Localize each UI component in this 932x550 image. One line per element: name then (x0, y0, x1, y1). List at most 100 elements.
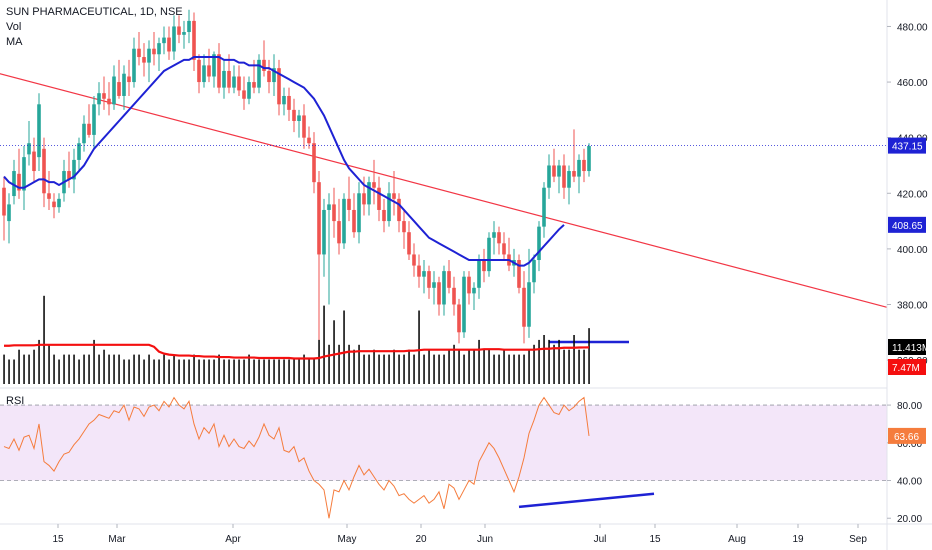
volume-bar (288, 359, 290, 384)
volume-bar (98, 354, 100, 384)
ma-value-label: 408.65 (892, 221, 923, 232)
time-tick-label: Sep (849, 534, 867, 545)
volume-bar (443, 354, 445, 384)
volume-bar (143, 359, 145, 384)
candle-body (367, 182, 371, 205)
candle-body (482, 260, 486, 272)
candle-body (347, 198, 351, 210)
volume-pane (3, 295, 590, 384)
volume-bar (178, 359, 180, 384)
candle-body (437, 282, 441, 305)
candle-body (582, 159, 586, 172)
ma-indicator-label[interactable]: MA (6, 36, 23, 48)
volume-bar (513, 354, 515, 384)
volume-bar (468, 349, 470, 384)
volume-bar (138, 354, 140, 384)
volume-bar (483, 349, 485, 384)
volume-bar (548, 339, 550, 384)
candle-body (82, 123, 86, 144)
volume-bar (33, 349, 35, 384)
candle-body (147, 48, 151, 63)
volume-bar (28, 354, 30, 384)
candle-body (67, 171, 71, 180)
volume-bar (393, 349, 395, 384)
candle-body (282, 95, 286, 105)
volume-bar (438, 354, 440, 384)
volume-bar (8, 359, 10, 384)
candle-body (382, 209, 386, 222)
candle-body (92, 104, 96, 135)
volume-bar (253, 359, 255, 384)
volume-bar (398, 354, 400, 384)
volume-bar (373, 349, 375, 384)
volume-indicator-label[interactable]: Vol (6, 21, 22, 33)
candle-body (232, 76, 236, 88)
rsi-pane[interactable] (0, 396, 887, 519)
candle-body (137, 48, 141, 58)
volume-bar (193, 354, 195, 384)
volume-bar (183, 359, 185, 384)
candle-body (277, 68, 281, 105)
volume-bar (508, 354, 510, 384)
rsi-indicator-label[interactable]: RSI (6, 395, 25, 407)
volume-bar (553, 344, 555, 384)
candle-body (362, 193, 366, 205)
symbol-title[interactable]: SUN PHARMACEUTICAL, 1D, NSE (6, 6, 183, 18)
candle-body (132, 48, 136, 83)
candle-body (227, 70, 231, 88)
ma-value-label-bg (888, 216, 926, 233)
volume-bar (313, 359, 315, 384)
volume-bar (323, 305, 325, 384)
candle-body (42, 148, 46, 194)
volume-bar (368, 354, 370, 384)
volume-bar (558, 339, 560, 384)
volume-bar (58, 359, 60, 384)
rsi-divergence-line (518, 492, 655, 509)
time-tick-label: Jun (477, 534, 493, 545)
volume-bar (198, 359, 200, 384)
volume-bar (543, 335, 545, 384)
candle-body (212, 54, 216, 77)
candle-body (567, 171, 571, 188)
price-pane[interactable] (0, 9, 888, 374)
candle-body (537, 226, 541, 261)
volume-bar (343, 310, 345, 384)
rsi-last-label: 63.66 (894, 432, 919, 443)
candle-body (372, 182, 376, 188)
volume-bar (88, 354, 90, 384)
candle-body (57, 198, 61, 208)
candle-body (312, 143, 316, 183)
price-tick-label: 380.00 (897, 300, 928, 311)
volume-bar (433, 354, 435, 384)
price-tick-label: 460.00 (897, 78, 928, 89)
volume-bar (148, 354, 150, 384)
candle-body (457, 304, 461, 333)
candle-body (177, 26, 181, 35)
volume-bar (103, 349, 105, 384)
candle-body (377, 187, 381, 210)
candle-body (142, 57, 146, 63)
candle-body (257, 59, 261, 88)
volume-bar (293, 359, 295, 384)
candle-body (237, 76, 241, 91)
candle-body (217, 54, 221, 88)
rsi-tick-label: 80.00 (897, 401, 922, 412)
volume-bar (203, 359, 205, 384)
candle-body (7, 204, 11, 222)
volume-bar (228, 359, 230, 384)
volume-bar (413, 354, 415, 384)
volume-bar (528, 349, 530, 384)
volume-bar (353, 349, 355, 384)
volume-bar (78, 359, 80, 384)
candle-body (467, 276, 471, 294)
volume-bar (223, 359, 225, 384)
candle-body (17, 173, 21, 191)
candle-body (187, 20, 191, 33)
candle-body (167, 37, 171, 52)
volume-bar (583, 349, 585, 384)
volume-bar (113, 354, 115, 384)
time-tick-label: 19 (792, 534, 804, 545)
candle-body (577, 159, 581, 177)
time-tick-label: 15 (649, 534, 661, 545)
